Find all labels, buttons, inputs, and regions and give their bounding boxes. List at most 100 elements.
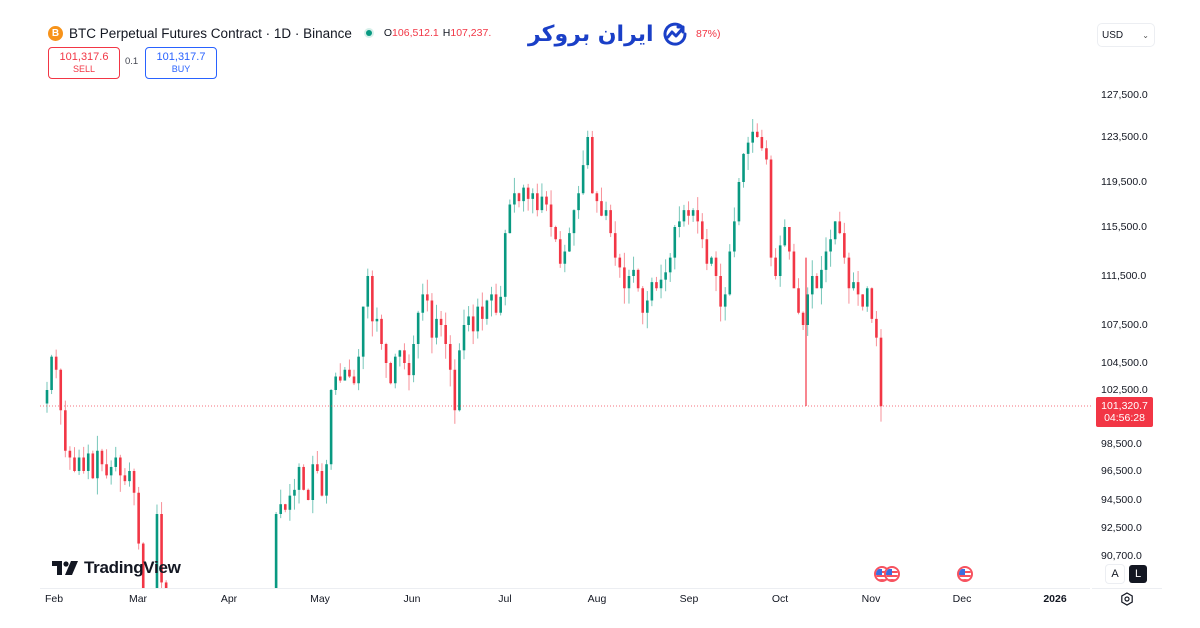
market-open-status-icon (363, 28, 374, 38)
candle (797, 288, 800, 313)
candle (737, 182, 741, 222)
candle (357, 356, 360, 384)
tradingview-logo-text: TradingView (84, 558, 181, 577)
candle (96, 450, 99, 479)
candle (577, 193, 580, 211)
candle (879, 337, 883, 407)
symbol-title[interactable]: BTC Perpetual Futures Contract · 1D · Bi… (69, 25, 352, 41)
trend-up-circle-icon (663, 22, 687, 46)
candle (623, 267, 626, 289)
time-tick-label: Feb (44, 593, 64, 605)
candle (114, 457, 118, 467)
price-tick-label: 111,500.0 (1101, 270, 1147, 282)
candle (141, 543, 145, 588)
candle (274, 514, 278, 588)
candle (581, 165, 585, 194)
candle (490, 294, 493, 301)
candle (403, 350, 406, 363)
candle (412, 344, 415, 376)
candle (810, 276, 814, 295)
candle (664, 272, 667, 280)
candle (801, 312, 805, 325)
price-tick-label: 92,500.0 (1101, 522, 1142, 534)
tradingview-logo-icon (52, 561, 78, 575)
candle (604, 210, 608, 216)
sell-button[interactable]: 101,317.6 SELL (48, 47, 120, 79)
chart-settings-icon[interactable] (1120, 592, 1134, 606)
candle (426, 294, 429, 301)
candle (334, 376, 337, 390)
open-label: O (383, 27, 393, 39)
candle (875, 318, 878, 338)
candle (609, 210, 612, 234)
candle (389, 363, 392, 384)
candle (769, 159, 773, 258)
candle (536, 193, 539, 211)
time-tick-label: Nov (861, 593, 881, 605)
candle (829, 239, 832, 252)
candle (710, 257, 713, 264)
candle (508, 204, 512, 234)
candle (728, 251, 732, 295)
log-scale-button[interactable]: L (1129, 565, 1147, 583)
buy-label: BUY (171, 64, 191, 74)
price-axis-divider (1092, 588, 1162, 589)
time-tick-label: May (310, 593, 330, 605)
last-price: 101,320.7 (1101, 400, 1148, 412)
ohlc-values: O106,512.1 H107,237. (384, 27, 491, 39)
candle (586, 137, 590, 166)
bitcoin-icon: B (48, 25, 63, 41)
candle (531, 193, 535, 199)
candle (481, 306, 484, 319)
buy-price: 101,317.7 (156, 51, 206, 63)
candle (774, 257, 777, 276)
candle (760, 137, 764, 149)
candle (137, 492, 140, 544)
candle (778, 245, 782, 276)
candle (105, 464, 108, 476)
currency-select[interactable]: USD ⌄ (1098, 24, 1154, 46)
candle (792, 251, 796, 289)
auto-scale-button[interactable]: A (1106, 565, 1124, 583)
candle (742, 153, 745, 182)
candle (815, 276, 819, 289)
candle (650, 282, 654, 301)
symbol-header: B BTC Perpetual Futures Contract · 1D · … (48, 24, 491, 42)
sell-label: SELL (72, 64, 96, 74)
candle (865, 288, 869, 307)
tradingview-logo[interactable]: TradingView (52, 558, 181, 578)
candle (59, 369, 63, 411)
candle (824, 251, 828, 270)
candle (558, 239, 562, 264)
candle (393, 356, 397, 384)
candle (673, 227, 677, 258)
brand-text: ایران بروکر (528, 21, 654, 47)
candle (645, 300, 649, 313)
candle (361, 306, 365, 357)
time-tick-label: Apr (220, 593, 238, 605)
candle (448, 344, 452, 370)
sell-price: 101,317.6 (59, 51, 109, 63)
us-economic-event-icon[interactable] (884, 566, 900, 582)
candle (311, 464, 315, 500)
candle (45, 390, 49, 404)
candle (68, 450, 72, 458)
us-economic-event-icon[interactable] (957, 566, 973, 582)
chevron-down-icon: ⌄ (1142, 30, 1149, 40)
price-axis[interactable]: 127,500.0 123,500.0 119,500.0 115,500.0 111,… (1092, 80, 1200, 590)
candle (164, 582, 168, 588)
candle (600, 201, 603, 216)
candle (471, 316, 475, 332)
candle (838, 221, 842, 234)
candle (788, 227, 791, 252)
time-tick-label: Dec (952, 593, 972, 605)
candle (86, 453, 90, 471)
candle (283, 504, 287, 510)
candlestick-chart[interactable] (0, 0, 1092, 590)
candle (371, 276, 374, 322)
candle (678, 221, 681, 227)
candle (595, 193, 599, 202)
candle (540, 196, 544, 211)
candle (100, 450, 104, 465)
buy-button[interactable]: 101,317.7 BUY (145, 47, 217, 79)
